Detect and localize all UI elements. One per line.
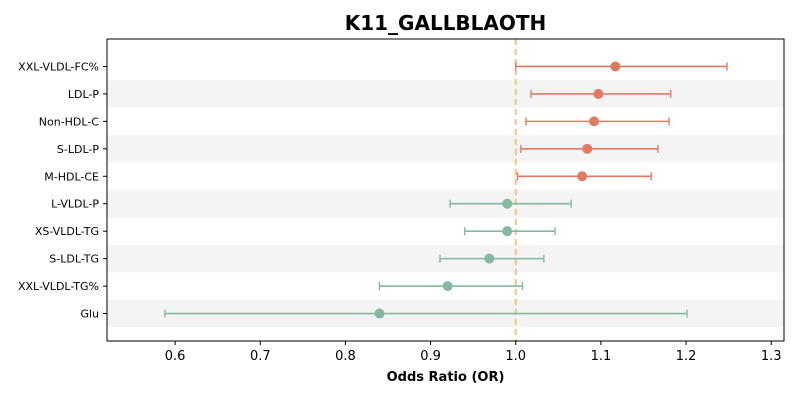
y-tick-label: LDL-P bbox=[68, 88, 100, 101]
y-tick-label: M-HDL-CE bbox=[44, 170, 99, 183]
x-axis-label: Odds Ratio (OR) bbox=[387, 370, 505, 385]
x-axis-ticks: 0.6 0.7 0.8 0.9 1.0 1.1 1.2 1.3 bbox=[165, 341, 782, 364]
x-tick-label: 0.9 bbox=[420, 349, 441, 364]
point-estimate bbox=[582, 143, 593, 154]
x-tick-label: 1.0 bbox=[505, 349, 526, 364]
y-tick-label: XS-VLDL-TG bbox=[35, 225, 99, 238]
point-estimate bbox=[502, 226, 513, 237]
point-estimate bbox=[484, 253, 495, 264]
x-tick-label: 0.6 bbox=[165, 349, 186, 364]
y-tick-label: Non-HDL-C bbox=[39, 115, 100, 128]
y-axis-labels: XXL-VLDL-FC% LDL-P Non-HDL-C S-LDL-P M-HDL-C… bbox=[18, 60, 107, 321]
point-estimate bbox=[374, 308, 385, 319]
y-tick-label: XXL-VLDL-FC% bbox=[18, 60, 99, 73]
row-band bbox=[107, 135, 784, 163]
point-estimate bbox=[577, 171, 588, 182]
y-tick-label: Glu bbox=[80, 308, 99, 321]
y-tick-label: L-VLDL-P bbox=[51, 198, 99, 211]
y-tick-label: S-LDL-TG bbox=[49, 253, 99, 266]
point-estimate bbox=[593, 88, 604, 99]
row-band bbox=[107, 80, 784, 108]
x-tick-label: 1.2 bbox=[676, 349, 697, 364]
y-tick-label: S-LDL-P bbox=[57, 143, 99, 156]
point-estimate bbox=[589, 116, 600, 127]
x-tick-label: 1.3 bbox=[761, 349, 782, 364]
point-estimate bbox=[610, 61, 621, 72]
chart-title: K11_GALLBLAOTH bbox=[345, 11, 547, 35]
point-estimate bbox=[502, 198, 513, 209]
point-estimate bbox=[442, 281, 453, 292]
row-band bbox=[107, 190, 784, 218]
x-tick-label: 0.7 bbox=[250, 349, 271, 364]
x-tick-label: 0.8 bbox=[335, 349, 356, 364]
data-marks bbox=[164, 61, 728, 319]
axes-frame bbox=[106, 38, 785, 342]
y-tick-label: XXL-VLDL-TG% bbox=[18, 280, 99, 293]
x-tick-label: 1.1 bbox=[591, 349, 612, 364]
